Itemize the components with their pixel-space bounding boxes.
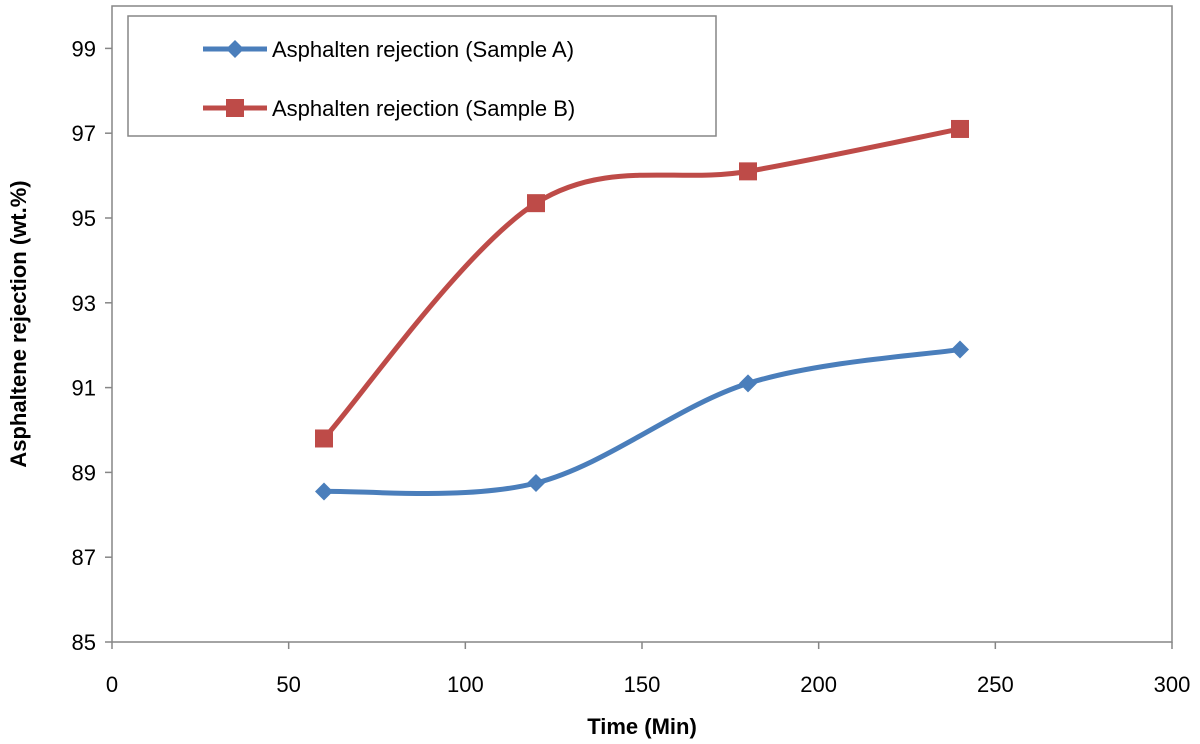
legend-marker-sample-a <box>226 40 244 58</box>
x-tick-label: 0 <box>106 672 118 697</box>
y-axis-title: Asphaltene rejection (wt.%) <box>6 180 31 467</box>
series-line <box>321 346 963 497</box>
legend: Asphalten rejection (Sample A) Asphalten… <box>127 15 717 137</box>
y-tick-label: 89 <box>72 460 96 485</box>
data-point-square <box>315 429 333 448</box>
x-tick-label: 50 <box>276 672 300 697</box>
x-tick-label: 300 <box>1154 672 1191 697</box>
series-layer <box>315 119 969 501</box>
x-tick-label: 100 <box>447 672 484 697</box>
x-tick-label: 150 <box>624 672 661 697</box>
data-point-diamond <box>951 340 969 359</box>
data-point-square <box>951 119 969 138</box>
y-tick-label: 97 <box>72 121 96 146</box>
data-point-square <box>527 194 545 213</box>
x-tick-label: 200 <box>800 672 837 697</box>
data-point-square <box>739 162 757 181</box>
series-sample-b <box>315 119 969 448</box>
data-point-diamond <box>315 482 333 501</box>
y-tick-label: 95 <box>72 206 96 231</box>
y-tick-label: 85 <box>72 630 96 655</box>
y-tick-label: 87 <box>72 545 96 570</box>
y-tick-label: 99 <box>72 36 96 61</box>
legend-label-sample-a: Asphalten rejection (Sample A) <box>272 37 574 62</box>
x-tick-label: 250 <box>977 672 1014 697</box>
x-axis-ticks: 0 50 100 150 200 250 300 <box>106 642 1190 697</box>
y-axis-ticks: 85 87 89 91 93 95 97 99 <box>72 36 112 655</box>
legend-label-sample-b: Asphalten rejection (Sample B) <box>272 96 575 121</box>
data-point-diamond <box>527 474 545 492</box>
series-sample-a <box>315 340 969 501</box>
y-tick-label: 93 <box>72 291 96 316</box>
x-axis-title: Time (Min) <box>587 714 697 739</box>
legend-marker-sample-b <box>226 99 244 117</box>
series-line <box>321 126 963 441</box>
y-tick-label: 91 <box>72 376 96 401</box>
data-point-diamond <box>739 374 757 393</box>
